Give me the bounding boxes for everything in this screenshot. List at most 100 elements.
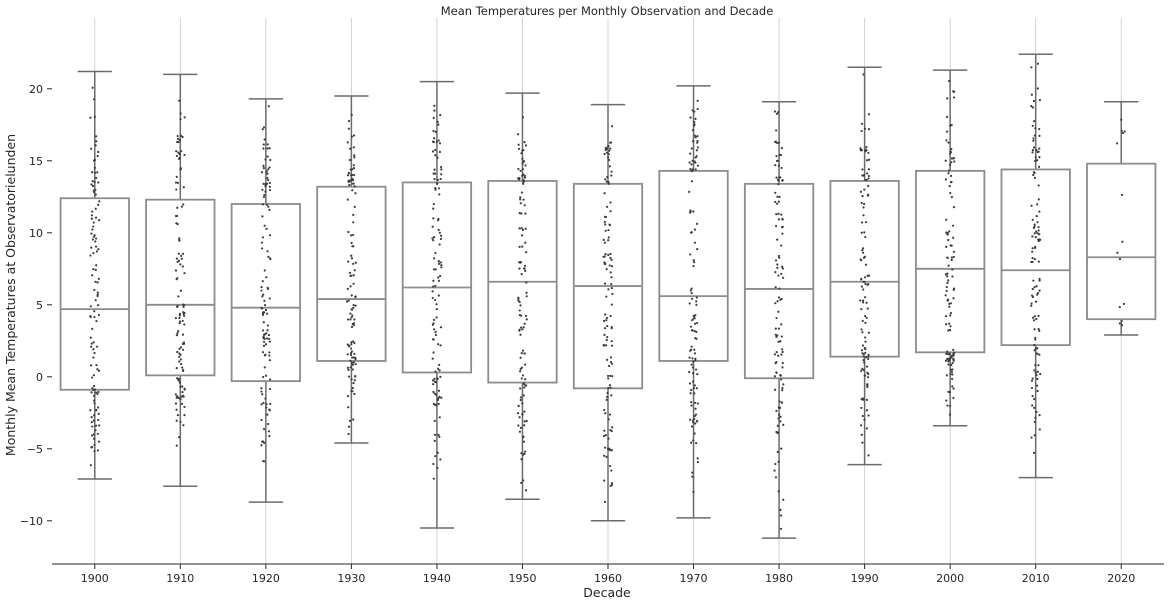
- observation-dot: [261, 188, 264, 191]
- observation-dot: [346, 198, 349, 201]
- observation-dot: [182, 186, 185, 189]
- observation-dot: [696, 247, 699, 251]
- observation-dot: [951, 377, 954, 381]
- observation-dot: [89, 314, 92, 318]
- observation-dot: [266, 324, 269, 327]
- observation-dot: [608, 413, 612, 416]
- observation-dot: [1039, 372, 1042, 376]
- observation-dot: [781, 361, 784, 365]
- observation-dot: [1030, 93, 1033, 96]
- observation-dot: [261, 215, 264, 218]
- observation-dot: [437, 262, 441, 265]
- observation-dot: [93, 166, 96, 169]
- observation-dot: [89, 116, 92, 119]
- observation-dot: [860, 369, 863, 372]
- observation-dot: [944, 159, 947, 162]
- observation-dot: [93, 450, 96, 453]
- x-axis-label: Decade: [583, 585, 631, 600]
- observation-dot: [174, 316, 177, 320]
- observation-dot: [95, 237, 98, 240]
- observation-dot: [519, 398, 522, 402]
- observation-dot: [1034, 245, 1037, 248]
- observation-dot: [946, 299, 949, 302]
- observation-dot: [777, 183, 780, 186]
- observation-dot: [178, 381, 181, 384]
- observation-dot: [518, 227, 521, 230]
- observation-dot: [434, 148, 437, 152]
- observation-dot: [435, 316, 438, 319]
- observation-dot: [434, 187, 437, 190]
- x-tick-label-1930: 1930: [337, 572, 365, 585]
- observation-dot: [92, 268, 95, 271]
- observation-dot: [266, 143, 269, 146]
- observation-dot: [347, 344, 351, 347]
- observation-dot: [780, 447, 783, 450]
- observation-dot: [432, 268, 436, 271]
- observation-dot: [439, 274, 442, 278]
- observation-dot: [780, 213, 783, 216]
- observation-dot: [952, 255, 955, 259]
- observation-dot: [521, 167, 524, 171]
- observation-dot: [181, 366, 184, 369]
- observation-dot: [180, 254, 183, 257]
- observation-dot: [776, 141, 779, 145]
- observation-dot: [436, 466, 439, 470]
- observation-dot: [518, 309, 521, 312]
- observation-dot: [438, 395, 441, 398]
- observation-dot: [1121, 193, 1124, 196]
- observation-dot: [438, 193, 441, 196]
- observation-dot: [776, 263, 779, 266]
- observation-dot: [947, 172, 950, 175]
- observation-dot: [521, 349, 525, 352]
- observation-dot: [1033, 257, 1036, 261]
- box-1900: [59, 197, 130, 391]
- observation-dot: [93, 98, 96, 101]
- observation-dot: [949, 151, 953, 154]
- observation-dot: [864, 351, 867, 354]
- observation-dot: [433, 392, 436, 395]
- observation-dot: [774, 286, 777, 289]
- observation-dot: [779, 340, 782, 343]
- observation-dot: [438, 369, 441, 372]
- observation-dot: [774, 164, 777, 167]
- observation-dot: [944, 178, 948, 181]
- observation-dot: [94, 424, 98, 427]
- observation-dot: [523, 264, 527, 267]
- observation-dot: [90, 421, 93, 424]
- observation-dot: [607, 180, 610, 184]
- observation-dot: [175, 257, 178, 260]
- observation-dot: [865, 316, 868, 319]
- observation-dot: [860, 231, 863, 234]
- observation-dot: [265, 170, 268, 173]
- observation-dot: [353, 392, 356, 396]
- observation-dot: [439, 344, 442, 347]
- observation-dot: [773, 110, 777, 113]
- observation-dot: [263, 366, 266, 369]
- observation-dot: [350, 350, 354, 353]
- observation-dot: [176, 395, 179, 398]
- observation-dot: [1035, 317, 1038, 321]
- observation-dot: [1037, 184, 1040, 187]
- box-group-1960: [572, 103, 644, 522]
- observation-dot: [603, 479, 606, 482]
- observation-dot: [945, 139, 948, 142]
- observation-dot: [952, 297, 955, 300]
- observation-dot: [95, 345, 99, 348]
- observation-dot: [176, 137, 180, 140]
- observation-dot: [518, 267, 521, 270]
- observation-dot: [262, 147, 265, 150]
- observation-dot: [610, 344, 614, 347]
- observation-dot: [435, 308, 438, 311]
- observation-dot: [945, 218, 948, 221]
- observation-dot: [688, 382, 692, 385]
- observation-dot: [438, 243, 441, 246]
- observation-dot: [1038, 413, 1041, 417]
- x-tick-label-1990: 1990: [851, 572, 879, 585]
- observation-dot: [693, 384, 696, 387]
- observation-dot: [91, 238, 94, 241]
- observation-dot: [174, 214, 178, 218]
- observation-dot: [866, 274, 870, 277]
- observation-dot: [865, 409, 869, 412]
- observation-dot: [691, 319, 694, 322]
- observation-dot: [690, 425, 694, 428]
